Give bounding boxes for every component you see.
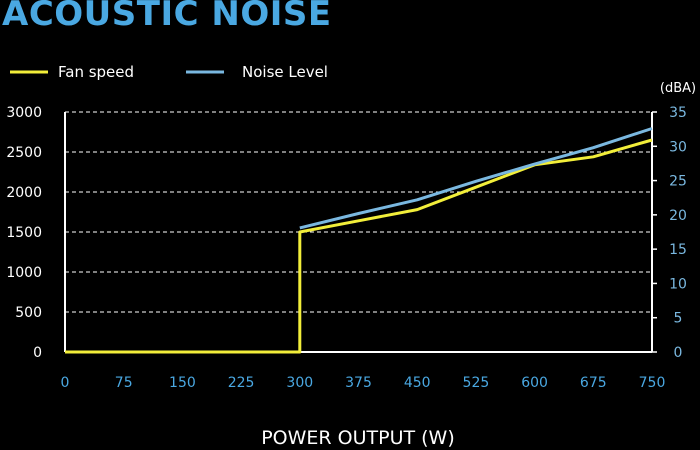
x-tick-label: 75: [115, 375, 133, 391]
left-y-tick-label: 2500: [6, 145, 42, 161]
right-y-tick-label: 25: [669, 174, 687, 190]
x-tick-label: 675: [580, 375, 607, 391]
right-y-tick-label: 20: [669, 208, 687, 224]
right-axis-unit-label: (dBA): [660, 81, 696, 96]
x-tick-label: 225: [228, 375, 255, 391]
legend-label: Fan speed: [58, 63, 134, 81]
left-y-tick-label: 500: [15, 305, 42, 321]
left-y-tick-label: 0: [33, 345, 42, 361]
x-tick-label: 375: [345, 375, 372, 391]
series-line-noise-level: [299, 127, 653, 230]
right-y-tick-label: 15: [669, 242, 687, 258]
x-tick-label: 600: [521, 375, 548, 391]
x-tick-label: 450: [404, 375, 431, 391]
left-y-tick-label: 1500: [6, 225, 42, 241]
right-y-tick-label: 5: [674, 311, 683, 327]
left-y-tick-labels: 0 500 1000 1500 2000 2500 3000: [6, 105, 42, 361]
series-line-fan-speed: [65, 138, 653, 354]
right-y-tick-label: 0: [674, 345, 683, 361]
right-y-tick-label: 35: [669, 105, 687, 121]
left-y-tick-label: 1000: [6, 265, 42, 281]
x-tick-label: 525: [463, 375, 490, 391]
left-y-tick-label: 3000: [6, 105, 42, 121]
x-tick-label: 750: [639, 375, 666, 391]
series-lines: [65, 127, 653, 354]
x-axis-label: POWER OUTPUT (W): [261, 427, 455, 449]
x-tick-label: 300: [286, 375, 313, 391]
left-y-tick-label: 2000: [6, 185, 42, 201]
right-y-tick-labels: 0 5 10 15 20 25 30 35: [652, 105, 687, 361]
x-tick-label: 0: [61, 375, 70, 391]
legend-item: Noise Level: [186, 63, 328, 81]
right-y-tick-label: 30: [669, 139, 687, 155]
right-y-tick-label: 10: [669, 276, 687, 292]
chart-title: ACOUSTIC NOISE: [2, 0, 332, 34]
legend-item: Fan speed: [10, 63, 134, 81]
legend-label: Noise Level: [242, 63, 328, 81]
legend: Fan speed Noise Level: [10, 63, 328, 81]
x-tick-labels: 0 75 150 225 300 375 450 525 600 675 750: [61, 375, 666, 391]
x-tick-label: 150: [169, 375, 196, 391]
